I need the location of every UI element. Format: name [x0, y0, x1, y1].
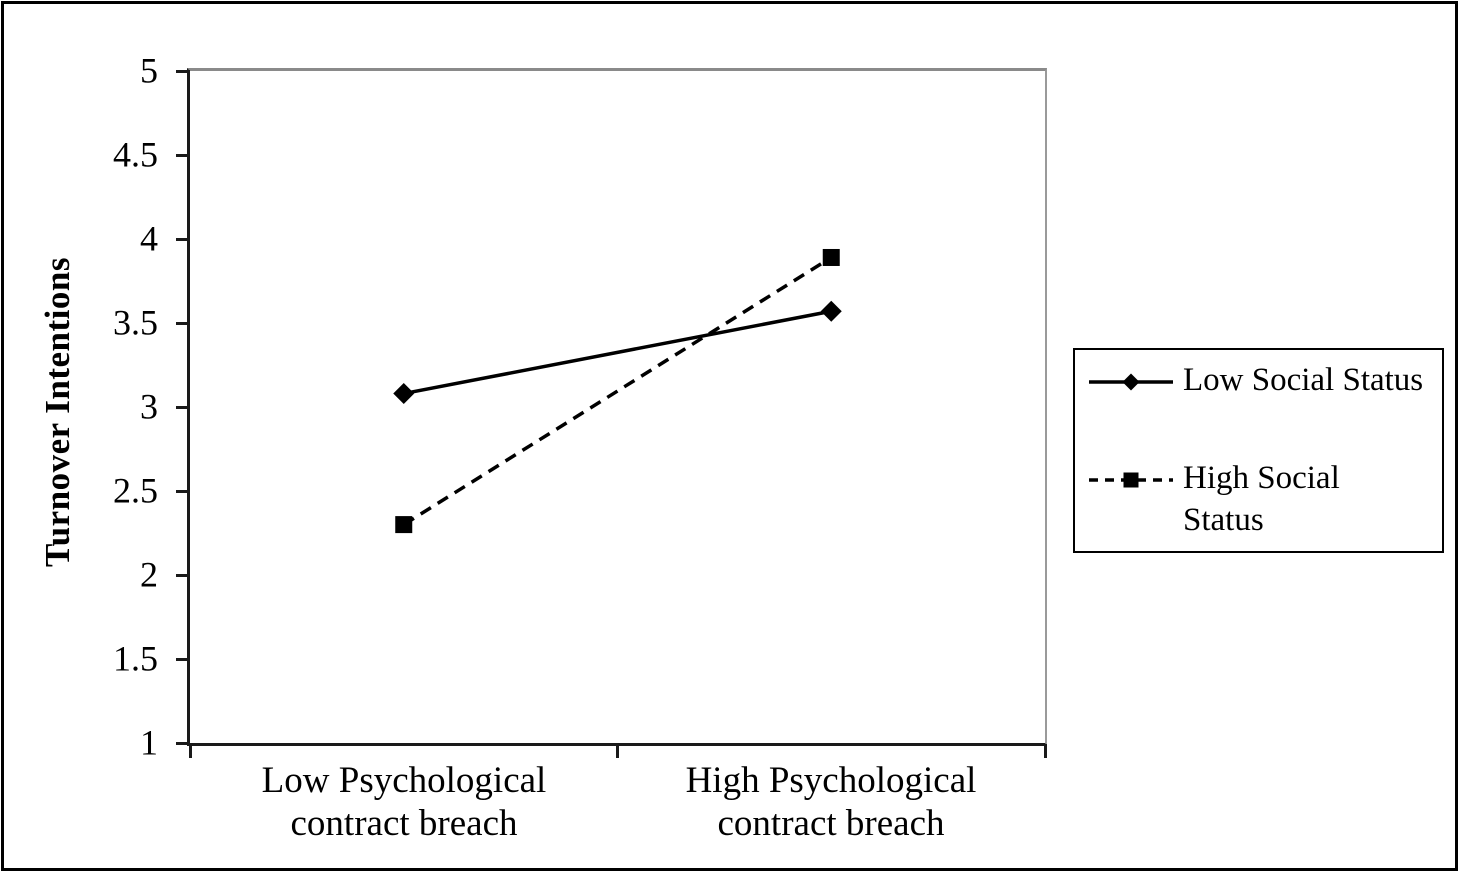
y-tick-label: 4.5: [113, 134, 158, 175]
y-tick-label: 4: [140, 218, 158, 259]
x-category-label-high-breach: High Psychological contract breach: [685, 760, 977, 844]
plot-area: [187, 68, 1047, 746]
x-category-label-low-breach: Low Psychological contract breach: [261, 760, 547, 844]
y-tick-mark: [176, 70, 190, 73]
series-line-0: [403, 309, 832, 396]
legend-solid-diamond-sample-icon: [1089, 370, 1173, 399]
legend-label: Low Social Status: [1183, 362, 1424, 398]
y-tick-mark: [176, 154, 190, 157]
series-line-1: [402, 255, 833, 527]
diamond-marker-icon-legend: [1122, 373, 1140, 391]
legend-dashed-square-sample-icon: [1089, 468, 1173, 497]
y-tick-mark: [176, 406, 190, 409]
legend-item-low-social-status: Low Social Status: [1089, 360, 1438, 402]
y-tick-label: 2.5: [113, 470, 158, 511]
y-tick-label: 2: [140, 554, 158, 595]
square-marker-icon-legend: [1123, 472, 1139, 488]
y-tick-label: 3.5: [113, 302, 158, 343]
y-tick-mark: [176, 490, 190, 493]
y-tick-label: 1: [140, 722, 158, 763]
y-tick-mark: [176, 658, 190, 661]
diamond-marker-icon: [393, 383, 415, 405]
y-tick-mark: [176, 742, 190, 745]
legend-label: High Social Status: [1183, 459, 1340, 538]
y-tick-label: 1.5: [113, 638, 158, 679]
y-tick-label: 5: [140, 50, 158, 91]
legend: Low Social Status High Social Status: [1073, 348, 1444, 553]
square-marker-icon: [395, 516, 413, 534]
y-tick-label: 3: [140, 386, 158, 427]
x-tick-mark: [616, 744, 619, 758]
y-tick-mark: [176, 322, 190, 325]
x-tick-mark: [188, 744, 192, 758]
y-tick-mark: [176, 574, 190, 577]
chart-canvas: [393, 248, 842, 534]
y-tick-mark: [176, 238, 190, 241]
diamond-marker-icon: [820, 300, 842, 322]
legend-item-high-social-status: High Social Status: [1089, 458, 1438, 542]
x-tick-mark: [1043, 744, 1047, 758]
square-marker-icon: [822, 248, 840, 266]
